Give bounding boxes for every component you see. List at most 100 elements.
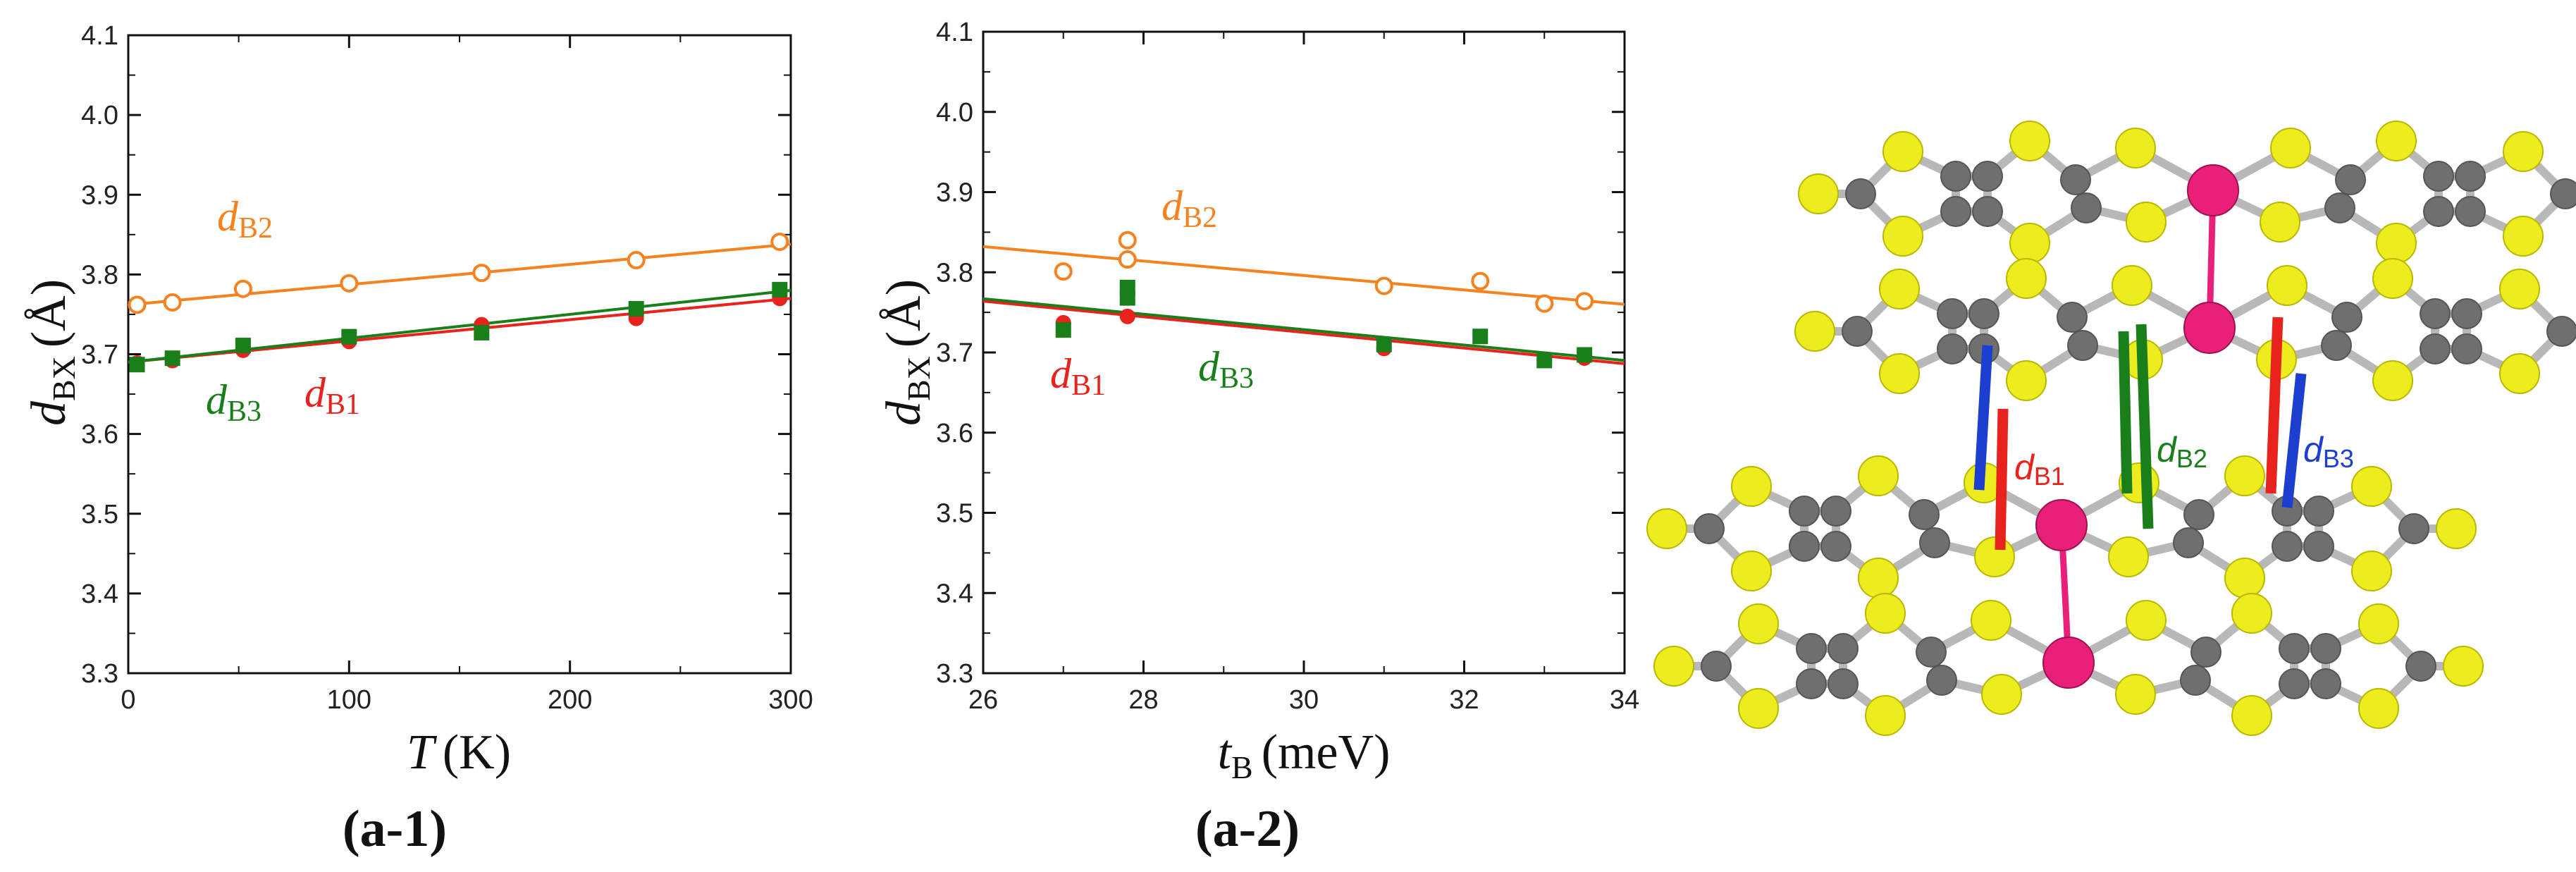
y-tick-label: 3.5 <box>81 500 118 529</box>
data-point-B2 <box>770 232 789 251</box>
layer-4-metal-atom <box>2042 637 2095 689</box>
layer-3-carbon-atom <box>1820 496 1851 527</box>
layer-2-carbon-atom <box>1842 316 1873 347</box>
layer-1-metal-atom <box>2187 164 2239 216</box>
data-point-B3 <box>1055 322 1071 338</box>
layer-4-carbon-atom <box>1701 651 1732 682</box>
layer-1-carbon-atom <box>2060 164 2091 195</box>
y-tick-label: 3.7 <box>936 338 973 368</box>
layer-3-sulfur-atom <box>2224 455 2265 496</box>
layer-1-sulfur-atom <box>2126 202 2167 242</box>
layer-2-sulfur-atom <box>2372 360 2413 401</box>
layer-4-sulfur-atom <box>1865 593 1906 634</box>
layer-2-sulfur-atom <box>2112 265 2152 306</box>
layer-1-sulfur-atom <box>1882 216 1923 257</box>
y-tick-label: 3.5 <box>936 499 973 529</box>
fit-line-B1 <box>982 300 1625 365</box>
x-tick-label: 30 <box>1289 685 1319 715</box>
blue-distance-bar-left <box>1973 345 1993 491</box>
x-tick-label: 100 <box>327 685 371 715</box>
layer-2-carbon-atom <box>2420 333 2451 364</box>
layer-2-carbon-atom <box>2067 330 2098 361</box>
layer-3-carbon-atom <box>2173 527 2204 558</box>
data-point-B3 <box>1577 347 1593 363</box>
layer-4-carbon-atom <box>2279 668 2310 699</box>
data-point-B2 <box>1535 294 1554 313</box>
y-tick-label: 3.9 <box>81 180 118 210</box>
x-axis-title: tB (meV) <box>1218 725 1391 785</box>
layer-1-sulfur-atom <box>1882 131 1923 172</box>
y-tick-label: 3.8 <box>81 260 118 290</box>
layer-3-carbon-atom <box>1909 499 1940 530</box>
layer-3-sulfur-atom <box>1731 551 1772 591</box>
layer-3-carbon-atom <box>1919 527 1950 558</box>
data-point-B3 <box>1536 352 1553 369</box>
layer-1-carbon-atom <box>2324 192 2355 223</box>
layer-3-carbon-atom <box>2303 531 2334 562</box>
layer-4-sulfur-atom <box>1981 674 2022 715</box>
layer-4-carbon-atom <box>1796 633 1827 664</box>
fit-line-B2 <box>982 245 1625 306</box>
x-tick-label: 34 <box>1610 685 1639 715</box>
layer-2-sulfur-atom <box>2372 258 2413 299</box>
y-tick-label: 4.0 <box>936 98 973 128</box>
layer-1-sulfur-atom <box>2009 121 2050 161</box>
layer-4-carbon-atom <box>1796 668 1827 699</box>
layer-1-carbon-atom <box>1972 161 2003 192</box>
layer-1-carbon-atom <box>2423 161 2454 192</box>
data-point-B3 <box>772 281 788 297</box>
y-tick-label: 3.6 <box>81 420 118 450</box>
layer-1-sulfur-atom <box>2376 223 2417 264</box>
y-axis-title: dBX(Å) <box>22 279 82 426</box>
layer-3-carbon-atom <box>2398 513 2429 544</box>
red-distance-bar-right <box>2265 317 2284 494</box>
y-tick-label: 3.9 <box>936 178 973 208</box>
data-point-B2 <box>163 293 182 312</box>
layer-3-carbon-atom <box>2303 496 2334 527</box>
y-tick-label: 4.0 <box>81 101 118 130</box>
x-tick-label: 28 <box>1128 685 1158 715</box>
plot-frame <box>127 34 792 675</box>
series-label-B1: dB1 <box>1050 350 1106 402</box>
layer-4-sulfur-atom <box>2358 688 2399 729</box>
panel-label: (a-2) <box>1195 800 1300 858</box>
layer-4-sulfur-atom <box>1971 600 2011 641</box>
layer-3-sulfur-atom <box>1858 558 1899 598</box>
data-point-B3 <box>1472 328 1489 345</box>
layer-4-sulfur-atom <box>1865 695 1906 736</box>
data-point-B3 <box>129 357 145 373</box>
layer-2-carbon-atom <box>2451 333 2482 364</box>
layer-1-carbon-atom <box>2423 196 2454 227</box>
layer-1-sulfur-atom <box>2260 202 2300 242</box>
layer-3-carbon-atom <box>1694 513 1725 544</box>
series-label-B1: dB1 <box>304 369 360 421</box>
layer-2-carbon-atom <box>2331 302 2362 333</box>
series-label-B2: dB2 <box>217 193 273 245</box>
x-axis-title: T (K) <box>407 725 511 780</box>
layer-2-carbon-atom <box>2321 330 2352 361</box>
layer-4-carbon-atom <box>2279 633 2310 664</box>
data-point-B1 <box>1119 308 1135 324</box>
green-distance-bar-2 <box>2136 324 2154 529</box>
layer-2-metal-atom <box>2183 302 2236 354</box>
layer-2-carbon-atom <box>1968 298 1999 329</box>
layer-4-sulfur-atom <box>2443 646 2484 687</box>
layer-3-sulfur-atom <box>1974 536 2015 577</box>
layer-2-carbon-atom <box>1937 333 1968 364</box>
data-point-B3 <box>341 328 357 345</box>
series-label-B3: dB3 <box>206 376 261 428</box>
layer-4-carbon-atom <box>2190 637 2221 668</box>
data-point-B2 <box>1374 276 1393 295</box>
layer-4-carbon-atom <box>1828 633 1859 664</box>
layer-4-carbon-atom <box>2310 668 2341 699</box>
red-distance-bar-dB1 <box>1995 408 2009 551</box>
layer-2-sulfur-atom <box>1879 353 1920 394</box>
layer-1-sulfur-atom <box>2376 121 2417 161</box>
layer-1-sulfur-atom <box>2503 131 2544 172</box>
layer-4-carbon-atom <box>1828 668 1859 699</box>
layer-3-sulfur-atom <box>1646 508 1687 549</box>
data-point-B3 <box>235 338 251 354</box>
layer-4-sulfur-atom <box>1738 688 1779 729</box>
layer-3-carbon-atom <box>2183 499 2214 530</box>
